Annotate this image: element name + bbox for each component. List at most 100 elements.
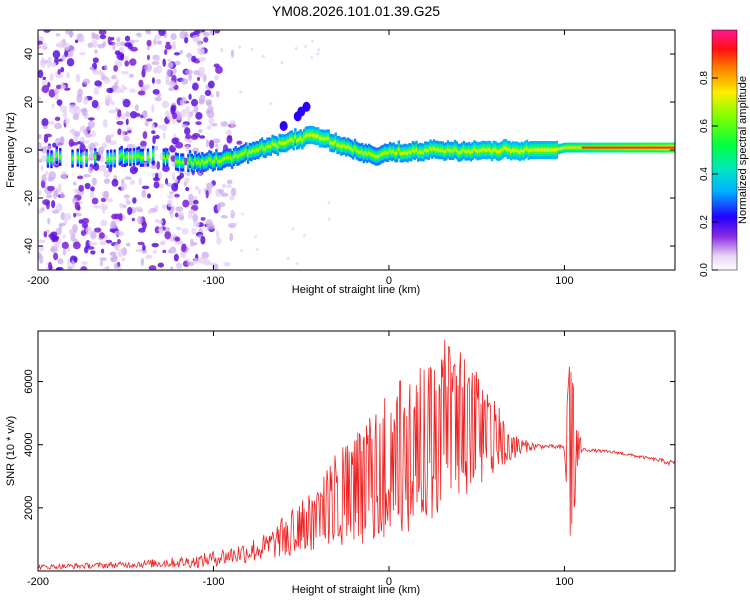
noise-speck: [291, 227, 295, 231]
ridge-cell: [195, 161, 199, 165]
ridge-cell: [304, 134, 308, 138]
noise-speck: [207, 80, 215, 89]
noise-speck: [133, 112, 141, 117]
noise-speck: [294, 47, 298, 51]
noise-speck: [185, 106, 190, 114]
ridge-cell: [574, 146, 578, 149]
noise-speck: [164, 44, 172, 50]
ridge-cell: [359, 150, 362, 155]
noise-speck: [165, 177, 169, 185]
ridge-cell: [381, 152, 385, 156]
ridge-cell: [410, 150, 413, 154]
noise-speck: [85, 226, 92, 235]
noise-speck: [55, 137, 61, 144]
ridge-cell: [273, 142, 276, 147]
noise-speck: [103, 170, 111, 178]
ridge-cell: [311, 133, 315, 137]
ridge-cell: [545, 148, 548, 152]
noise-speck: [117, 128, 122, 136]
noise-speck: [125, 197, 130, 206]
ridge-cell: [517, 149, 520, 153]
noise-speck: [99, 240, 108, 246]
noise-speck: [87, 42, 93, 48]
noise-speck: [129, 58, 137, 66]
ridge-cell: [513, 149, 516, 153]
ridge-cell: [478, 149, 481, 153]
ridge-cell: [529, 148, 532, 152]
noise-speck: [119, 41, 126, 47]
ridge-cell: [404, 151, 408, 155]
noise-speck: [109, 228, 116, 233]
ridge-cell: [176, 160, 179, 164]
noise-speck: [236, 140, 243, 145]
ridge-cell: [325, 136, 329, 141]
ridge-cell: [206, 159, 209, 163]
noise-speck: [91, 99, 99, 109]
noise-speck: [174, 60, 181, 66]
noise-speck: [182, 199, 190, 208]
noise-speck: [197, 188, 201, 195]
ridge-cell: [541, 148, 544, 152]
ridge-cell: [260, 144, 264, 149]
noise-speck: [44, 133, 53, 138]
ridge-cell: [232, 155, 236, 159]
ridge-cell: [343, 144, 346, 148]
noise-speck: [91, 197, 99, 205]
ridge-cell: [427, 149, 430, 153]
ridge-cell: [418, 150, 422, 154]
noise-speck: [98, 30, 107, 36]
noise-speck: [113, 243, 121, 250]
noise-speck: [227, 135, 233, 140]
noise-speck: [60, 84, 66, 90]
ridge-cell: [118, 154, 122, 159]
noise-speck: [198, 57, 207, 62]
ridge-cell: [388, 149, 392, 153]
ridge-cell: [539, 148, 543, 152]
ridge-cell: [520, 149, 523, 153]
noise-speck: [55, 203, 63, 212]
noise-speck: [55, 267, 61, 270]
noise-speck: [64, 117, 70, 125]
noise-speck: [45, 194, 53, 199]
ridge-cell: [488, 148, 492, 152]
noise-speck: [141, 189, 147, 198]
ridge-cell: [504, 146, 508, 150]
noise-speck: [43, 230, 48, 238]
noise-speck: [146, 118, 153, 122]
ridge-cell: [345, 146, 348, 150]
ridge-cell: [283, 141, 287, 145]
noise-speck: [152, 135, 156, 145]
noise-speck: [214, 74, 219, 81]
noise-speck: [193, 221, 200, 227]
ridge-cell: [432, 146, 436, 150]
ridge-cell: [129, 155, 132, 159]
noise-speck: [220, 121, 229, 127]
noise-speck: [185, 69, 193, 75]
ridge-cell: [324, 137, 327, 141]
noise-speck: [43, 149, 48, 153]
noise-speck: [295, 261, 299, 265]
noise-speck: [179, 49, 183, 55]
noise-speck: [218, 188, 224, 194]
noise-speck: [38, 69, 44, 79]
noise-speck: [79, 36, 85, 43]
noise-speck: [123, 204, 127, 208]
noise-speck: [230, 211, 234, 215]
ridge-cell: [227, 155, 230, 160]
noise-speck: [38, 245, 45, 252]
ridge-cell: [443, 150, 446, 154]
noise-speck: [255, 247, 259, 251]
noise-speck: [94, 80, 102, 87]
ridge-cell: [550, 148, 553, 152]
snr-y-ticks: 2000 4000 6000: [23, 369, 675, 520]
ridge-cell: [320, 136, 323, 140]
noise-speck: [191, 55, 197, 63]
ridge-cell: [285, 141, 288, 145]
noise-speck: [68, 228, 74, 235]
noise-speck: [66, 71, 70, 79]
noise-speck: [70, 260, 76, 269]
noise-speck: [48, 261, 52, 270]
ridge-cell: [288, 138, 292, 142]
noise-speck: [140, 140, 147, 148]
noise-speck: [239, 90, 243, 94]
